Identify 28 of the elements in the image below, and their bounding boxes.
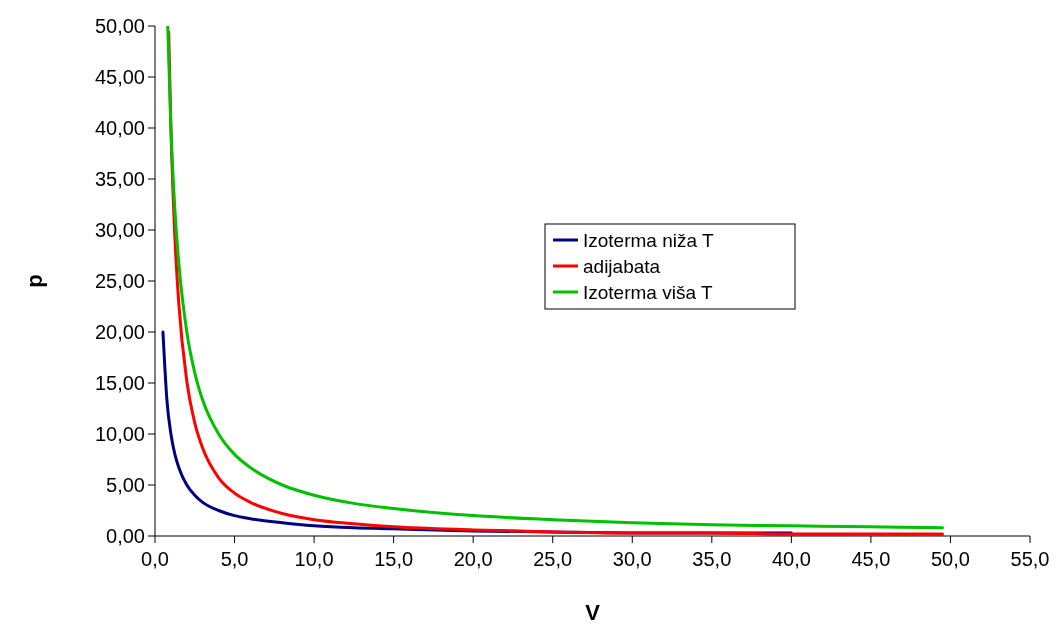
y-tick-label: 5,00 [106,474,145,496]
x-tick-label: 5,0 [220,548,249,570]
y-tick-label: 45,00 [94,66,145,88]
y-tick-label: 40,00 [94,117,145,139]
y-tick-label: 10,00 [94,423,145,445]
x-tick-label: 10,0 [294,548,334,570]
x-tick-label: 25,0 [533,548,573,570]
x-tick-label: 35,0 [692,548,732,570]
y-tick-label: 25,00 [94,270,145,292]
legend-label: adijabata [583,255,661,277]
legend-label: Izoterma niža T [583,229,714,251]
y-tick-label: 50,00 [94,15,145,37]
x-tick-label: 20,0 [453,548,493,570]
x-tick-label: 15,0 [374,548,414,570]
y-tick-label: 15,00 [94,372,145,394]
y-tick-label: 30,00 [94,219,145,241]
x-tick-label: 50,0 [930,548,970,570]
x-tick-label: 45,0 [851,548,891,570]
legend-label: Izoterma viša T [583,281,713,303]
x-tick-label: 40,0 [771,548,811,570]
y-axis-title: p [22,274,47,288]
y-tick-label: 20,00 [94,321,145,343]
y-tick-label: 35,00 [94,168,145,190]
x-tick-label: 55,0 [1010,548,1050,570]
x-axis-title: V [585,600,601,625]
y-tick-label: 0,00 [106,525,145,547]
x-tick-label: 0,0 [141,548,169,570]
x-tick-label: 30,0 [612,548,652,570]
